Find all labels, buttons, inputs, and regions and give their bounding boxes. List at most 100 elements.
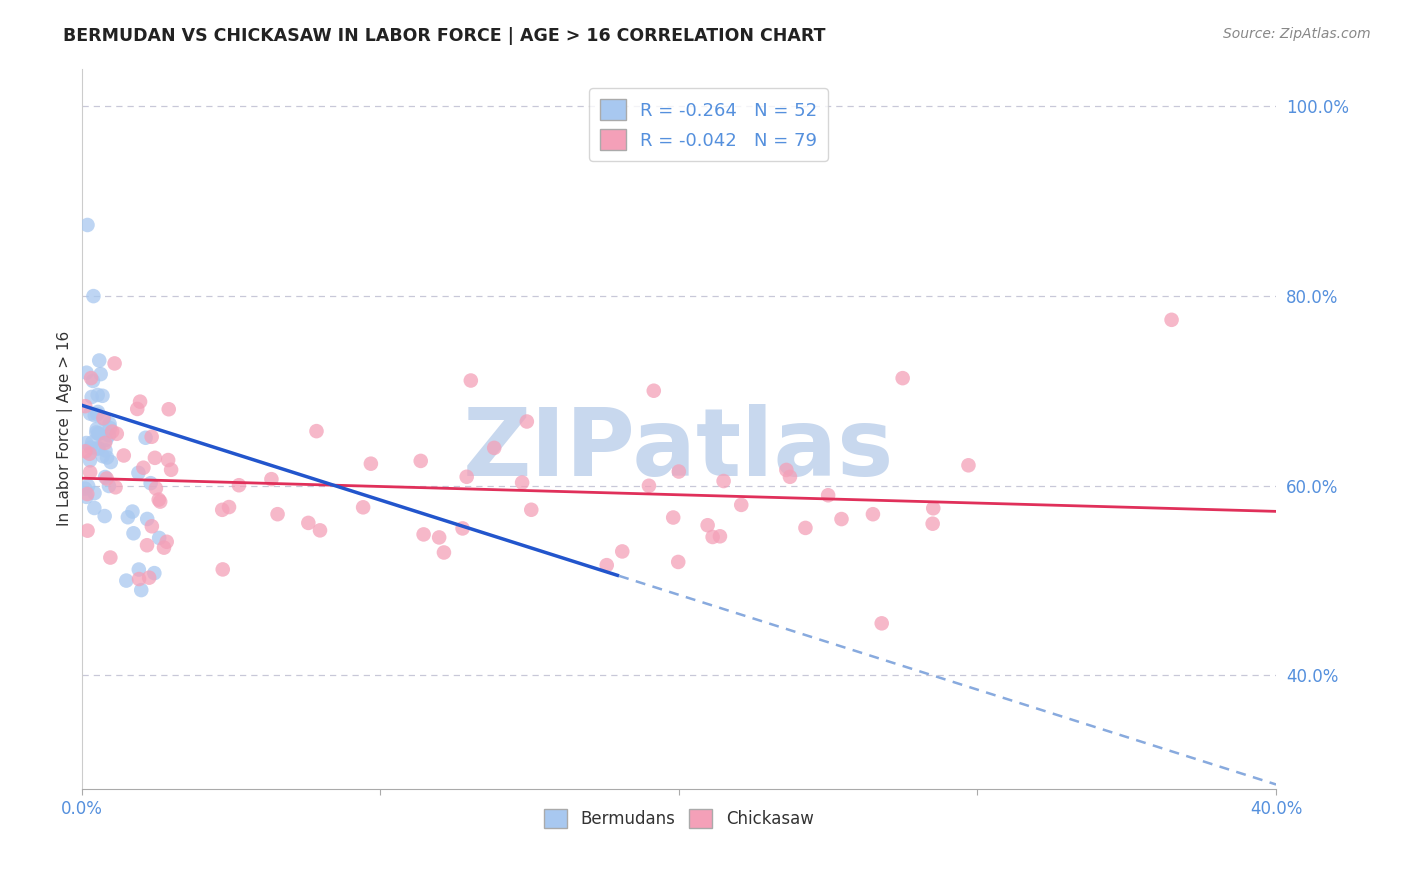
- Point: [98, 550, 121, 565]
- Point: [153, 541, 176, 555]
- Point: [128, 572, 150, 586]
- Point: [921, 516, 943, 531]
- Point: [75, 444, 97, 458]
- Point: [87, 441, 110, 455]
- Point: [510, 475, 533, 490]
- Point: [891, 371, 914, 385]
- Point: [779, 470, 801, 484]
- Point: [516, 415, 538, 429]
- Point: [309, 524, 332, 538]
- Point: [104, 480, 127, 494]
- Point: [228, 478, 250, 492]
- Point: [86, 422, 108, 436]
- Point: [127, 401, 149, 416]
- Point: [794, 521, 817, 535]
- Point: [129, 394, 152, 409]
- Point: [93, 509, 115, 524]
- Point: [456, 470, 478, 484]
- Point: [94, 433, 117, 447]
- Point: [143, 450, 166, 465]
- Text: ZIPatlas: ZIPatlas: [463, 404, 894, 497]
- Point: [82, 435, 104, 450]
- Point: [87, 405, 110, 419]
- Point: [211, 562, 233, 576]
- Point: [775, 463, 797, 477]
- Point: [83, 409, 105, 423]
- Point: [127, 466, 149, 480]
- Point: [82, 374, 104, 388]
- Point: [86, 388, 108, 402]
- Point: [862, 507, 884, 521]
- Point: [79, 447, 101, 461]
- Point: [83, 486, 105, 500]
- Point: [98, 421, 121, 435]
- Point: [117, 510, 139, 524]
- Point: [94, 470, 117, 484]
- Point: [352, 500, 374, 515]
- Point: [1160, 313, 1182, 327]
- Point: [360, 457, 382, 471]
- Point: [86, 442, 108, 456]
- Point: [730, 498, 752, 512]
- Point: [84, 425, 107, 440]
- Point: [132, 460, 155, 475]
- Point: [122, 526, 145, 541]
- Point: [451, 521, 474, 535]
- Point: [76, 366, 98, 380]
- Point: [145, 481, 167, 495]
- Point: [713, 474, 735, 488]
- Point: [76, 487, 98, 501]
- Point: [266, 507, 288, 521]
- Point: [218, 500, 240, 514]
- Point: [115, 574, 138, 588]
- Y-axis label: In Labor Force | Age > 16: In Labor Force | Age > 16: [58, 331, 73, 526]
- Point: [83, 501, 105, 516]
- Point: [136, 538, 159, 552]
- Point: [143, 566, 166, 581]
- Point: [662, 510, 685, 524]
- Point: [80, 441, 103, 455]
- Point: [94, 436, 117, 450]
- Point: [433, 545, 456, 559]
- Point: [149, 494, 172, 508]
- Point: [427, 530, 450, 544]
- Point: [157, 402, 180, 417]
- Point: [211, 503, 233, 517]
- Point: [79, 465, 101, 479]
- Point: [482, 441, 505, 455]
- Point: [75, 490, 97, 504]
- Point: [76, 524, 98, 538]
- Point: [97, 428, 120, 442]
- Point: [86, 407, 108, 421]
- Point: [96, 471, 118, 485]
- Point: [141, 519, 163, 533]
- Point: [76, 218, 98, 232]
- Point: [100, 455, 122, 469]
- Point: [135, 431, 157, 445]
- Point: [148, 531, 170, 545]
- Point: [139, 476, 162, 491]
- Point: [91, 389, 114, 403]
- Point: [870, 616, 893, 631]
- Point: [596, 558, 619, 573]
- Text: BERMUDAN VS CHICKASAW IN LABOR FORCE | AGE > 16 CORRELATION CHART: BERMUDAN VS CHICKASAW IN LABOR FORCE | A…: [63, 27, 825, 45]
- Point: [643, 384, 665, 398]
- Point: [666, 555, 689, 569]
- Point: [75, 436, 97, 450]
- Point: [957, 458, 980, 473]
- Point: [520, 502, 543, 516]
- Point: [638, 479, 661, 493]
- Point: [104, 356, 127, 370]
- Point: [260, 472, 283, 486]
- Point: [668, 465, 690, 479]
- Point: [101, 425, 124, 439]
- Point: [141, 430, 163, 444]
- Point: [93, 411, 115, 425]
- Point: [831, 512, 853, 526]
- Point: [128, 562, 150, 576]
- Point: [702, 530, 724, 544]
- Point: [612, 544, 634, 558]
- Point: [87, 426, 110, 441]
- Point: [80, 390, 103, 404]
- Legend: Bermudans, Chickasaw: Bermudans, Chickasaw: [537, 803, 820, 835]
